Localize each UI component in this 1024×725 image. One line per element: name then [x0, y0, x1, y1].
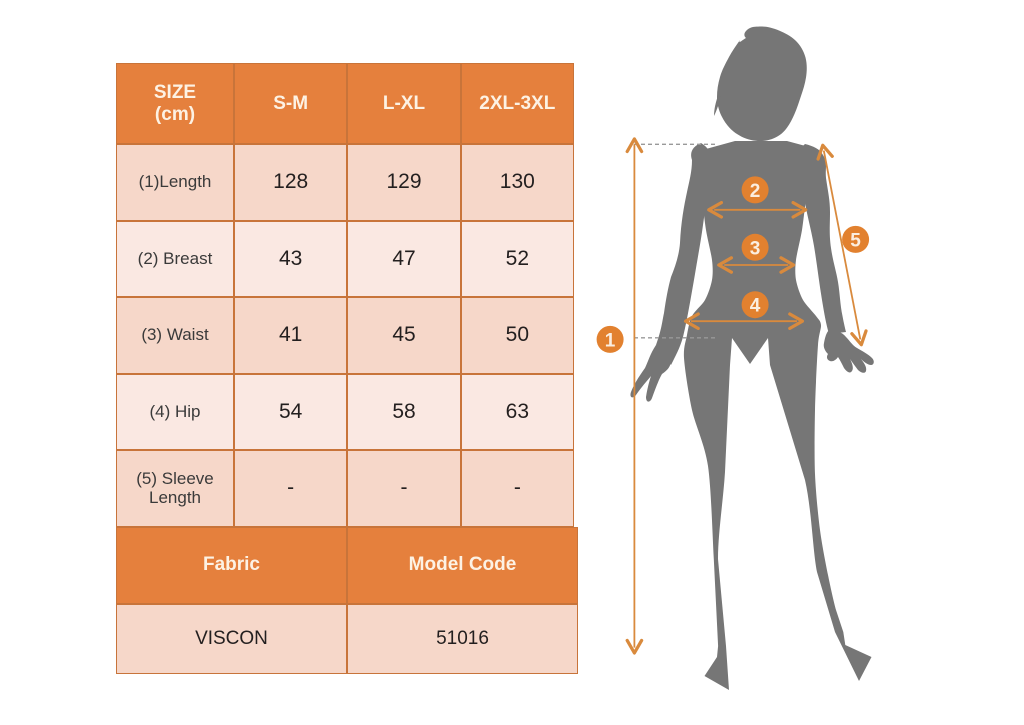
- svg-text:3: 3: [750, 238, 761, 259]
- svg-text:2: 2: [750, 181, 761, 202]
- svg-text:4: 4: [750, 296, 761, 317]
- svg-text:5: 5: [850, 230, 861, 251]
- svg-text:1: 1: [605, 330, 616, 351]
